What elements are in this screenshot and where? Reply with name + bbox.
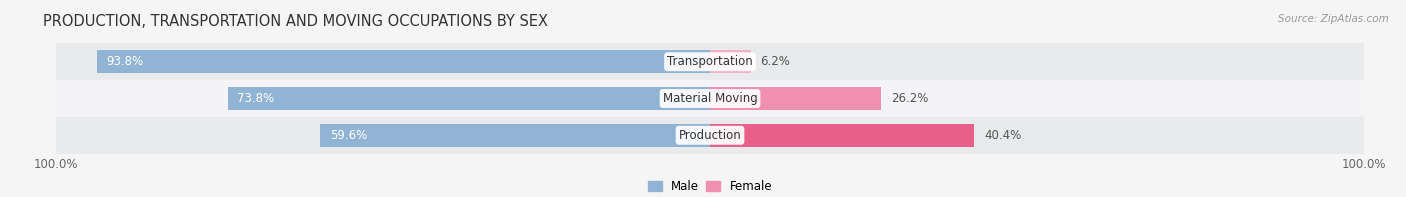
Text: 73.8%: 73.8% [238,92,274,105]
Bar [56,117,1364,154]
Text: 26.2%: 26.2% [891,92,928,105]
Text: Source: ZipAtlas.com: Source: ZipAtlas.com [1278,14,1389,24]
Text: Production: Production [679,129,741,142]
Text: 6.2%: 6.2% [761,55,790,68]
Bar [228,87,710,110]
Bar [97,50,710,73]
Bar [56,80,1364,117]
Bar [710,124,974,147]
Text: Material Moving: Material Moving [662,92,758,105]
Text: 93.8%: 93.8% [107,55,143,68]
Text: 40.4%: 40.4% [984,129,1021,142]
Bar [56,43,1364,80]
Text: PRODUCTION, TRANSPORTATION AND MOVING OCCUPATIONS BY SEX: PRODUCTION, TRANSPORTATION AND MOVING OC… [44,14,548,29]
Bar [710,87,882,110]
Text: 59.6%: 59.6% [330,129,367,142]
Bar [710,50,751,73]
Text: Transportation: Transportation [668,55,752,68]
Bar [321,124,710,147]
Legend: Male, Female: Male, Female [643,175,778,197]
